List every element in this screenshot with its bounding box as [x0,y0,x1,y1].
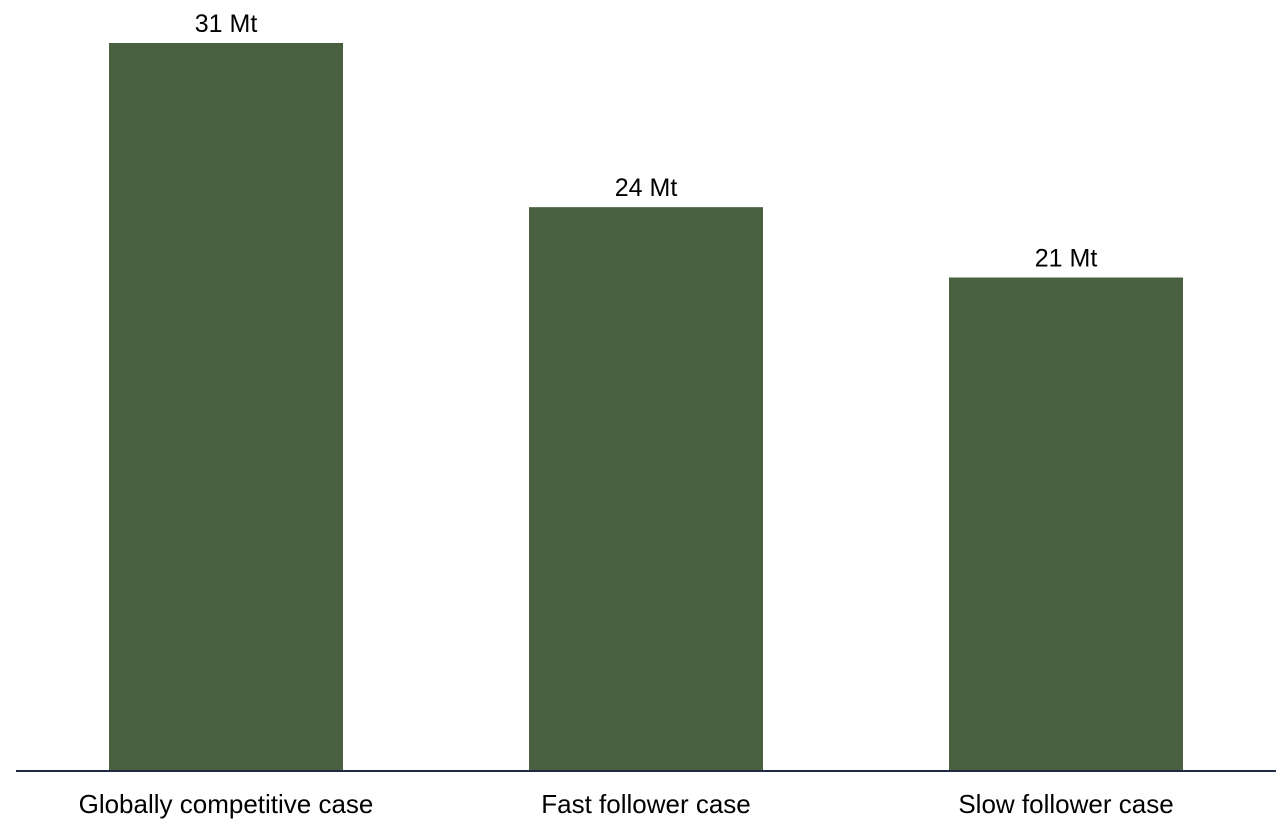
bar-1 [109,43,343,770]
bar-value-label: 24 Mt [615,174,678,202]
category-labels-group: Globally competitive case Fast follower c… [79,789,1174,819]
category-label: Globally competitive case [79,789,374,819]
bars-group [109,43,1183,771]
category-label: Slow follower case [958,789,1173,819]
bar-value-label: 21 Mt [1035,245,1098,273]
category-label: Fast follower case [541,789,751,819]
bar-2 [529,207,763,771]
value-labels-group: 31 Mt 24 Mt 21 Mt [195,10,1098,273]
bar-value-label: 31 Mt [195,10,258,38]
bar-3 [949,277,1183,770]
